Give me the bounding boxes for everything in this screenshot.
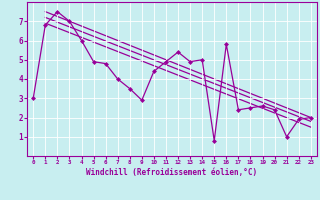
X-axis label: Windchill (Refroidissement éolien,°C): Windchill (Refroidissement éolien,°C) — [86, 168, 258, 177]
